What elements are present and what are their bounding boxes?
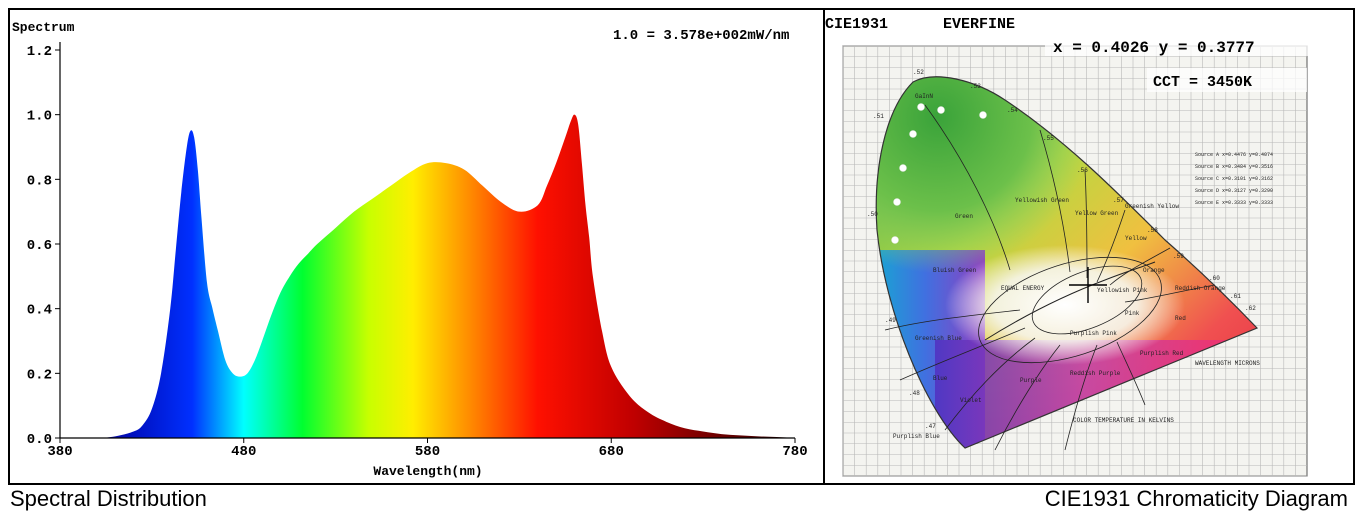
- label-purplish-red: Purplish Red: [1140, 350, 1184, 357]
- label-color-temp: COLOR TEMPERATURE IN KELVINS: [1073, 417, 1174, 424]
- label-equal-energy: EQUAL ENERGY: [1001, 285, 1045, 292]
- locus-051: .51: [873, 113, 884, 120]
- y-tick-label: 1.0: [27, 109, 52, 125]
- locus-052: .52: [913, 69, 924, 76]
- locus-047: .47: [925, 423, 936, 430]
- cie-caption: CIE1931 Chromaticity Diagram: [1044, 486, 1348, 511]
- measured-point-marker: [1069, 267, 1107, 303]
- label-reddish-orange: Reddish Orange: [1175, 285, 1226, 292]
- cie-panel: CIE1931 EVERFINE: [825, 8, 1355, 485]
- x-axis-label: Wavelength(nm): [373, 464, 482, 479]
- label-yellowish-pink: Yellowish Pink: [1097, 287, 1148, 294]
- locus-053: .53: [970, 83, 981, 90]
- label-gainn: GaInN: [915, 93, 933, 100]
- label-red: Red: [1175, 315, 1186, 322]
- label-reddish-purple: Reddish Purple: [1070, 370, 1121, 377]
- x-tick-label: 380: [47, 444, 72, 460]
- x-tick-label: 480: [231, 444, 256, 460]
- y-tick-label: 0.6: [27, 238, 52, 254]
- label-source-e: Source E x=0.3333 y=0.3333: [1195, 200, 1273, 206]
- locus-055: .55: [1043, 135, 1054, 142]
- chart-title: Spectrum: [12, 20, 75, 35]
- locus-056: .56: [1077, 167, 1088, 174]
- locus-050: .50: [867, 211, 878, 218]
- locus-061: .61: [1230, 293, 1241, 300]
- label-wavelength: WAVELENGTH MICRONS: [1195, 360, 1260, 367]
- label-source-a: Source A x=0.4476 y=0.4074: [1195, 152, 1273, 158]
- y-tick-label: 1.2: [27, 44, 52, 60]
- locus-049: .49: [885, 317, 896, 324]
- chart-annotation: 1.0 = 3.578e+002mW/nm: [613, 28, 789, 44]
- label-purplish-pink: Purplish Pink: [1070, 330, 1117, 337]
- spectrum-panel: Spectrum 1.0 = 3.578e+002mW/nm 0.0 0.2 0.4…: [8, 8, 825, 485]
- locus-048: .48: [909, 390, 920, 397]
- label-purplish-blue: Purplish Blue: [893, 433, 940, 440]
- y-tick-label: 0.8: [27, 173, 52, 189]
- locus-058: .58: [1147, 227, 1158, 234]
- x-tick-label: 680: [599, 444, 624, 460]
- label-greenish-blue: Greenish Blue: [915, 335, 962, 342]
- label-orange: Orange: [1143, 267, 1165, 274]
- cie-diagram: CIE1931 EVERFINE: [825, 16, 1315, 477]
- x-tick-label: 580: [415, 444, 440, 460]
- locus-054: .54: [1007, 107, 1018, 114]
- cie-header-left: CIE1931: [825, 16, 888, 33]
- spectrum-area: [60, 114, 795, 438]
- label-bluish-green: Bluish Green: [933, 267, 977, 274]
- locus-057: .57: [1113, 197, 1124, 204]
- locus-059: .59: [1173, 253, 1184, 260]
- spectrum-caption: Spectral Distribution: [10, 486, 207, 511]
- y-tick-label: 0.0: [27, 432, 52, 448]
- label-source-b: Source B x=0.3484 y=0.3516: [1195, 164, 1273, 170]
- label-yellowish-green: Yellowish Green: [1015, 197, 1069, 204]
- spectrum-chart: Spectrum 1.0 = 3.578e+002mW/nm 0.0 0.2 0.4…: [12, 20, 808, 479]
- label-source-d: Source D x=0.3127 y=0.3290: [1195, 188, 1273, 194]
- label-pink: Pink: [1125, 310, 1140, 317]
- x-tick-label: 780: [782, 444, 807, 460]
- y-tick-label: 0.2: [27, 367, 52, 383]
- label-purple: Purple: [1020, 377, 1042, 384]
- label-blue: Blue: [933, 375, 948, 382]
- label-violet: Violet: [960, 397, 982, 404]
- label-green: Green: [955, 213, 973, 220]
- locus-060: .60: [1209, 275, 1220, 282]
- y-tick-label: 0.4: [27, 303, 52, 319]
- label-source-c: Source C x=0.3101 y=0.3162: [1195, 176, 1273, 182]
- locus-062: .62: [1245, 305, 1256, 312]
- label-yellow: Yellow: [1125, 235, 1147, 242]
- cie-header-right: EVERFINE: [943, 16, 1015, 33]
- label-yellow-green: Yellow Green: [1075, 210, 1119, 217]
- label-greenish-yellow: Greenish Yellow: [1125, 203, 1179, 210]
- cie-cct: CCT = 3450K: [1153, 74, 1252, 91]
- cie-coordinates: x = 0.4026 y = 0.3777: [1053, 39, 1255, 57]
